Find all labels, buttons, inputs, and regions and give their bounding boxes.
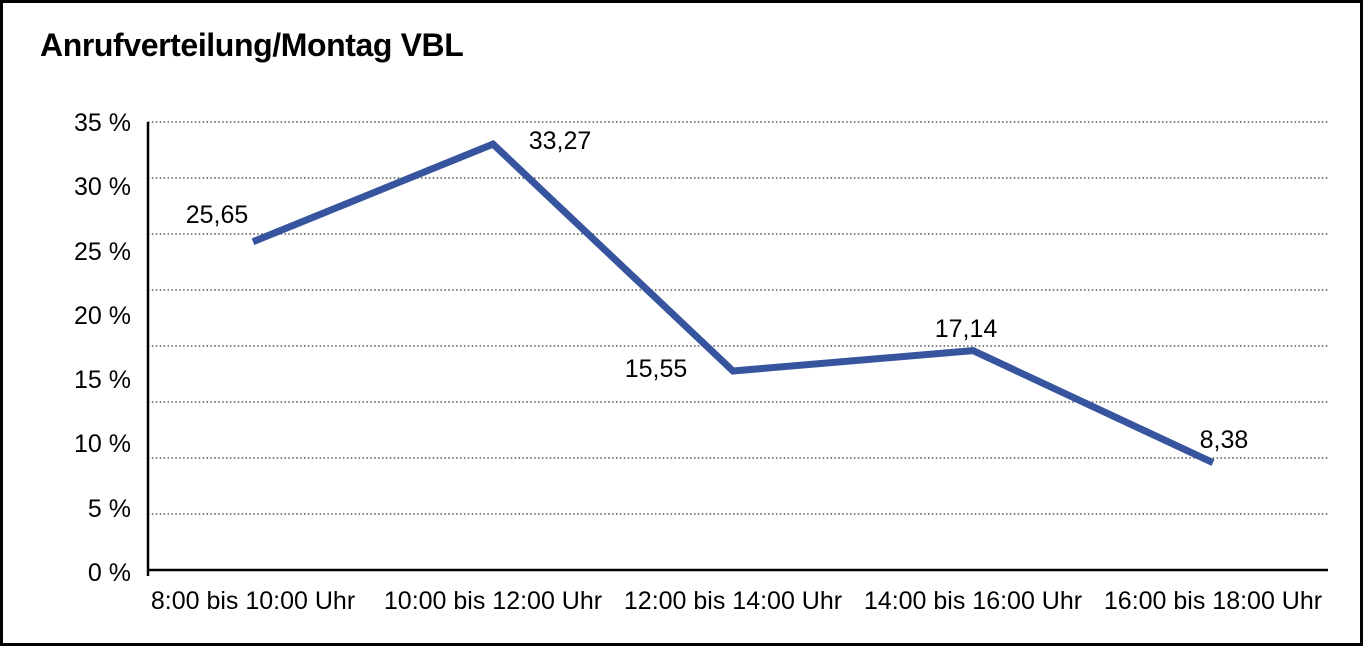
data-point-value-label: 17,14 [934,315,998,343]
data-point-value-label: 25,65 [185,201,249,229]
line-chart-plot [146,121,1328,576]
y-axis-tick-label: 10 % [74,430,131,458]
x-axis-category-label: 14:00 bis 16:00 Uhr [863,587,1083,615]
y-axis-tick-label: 0 % [87,559,131,587]
x-axis-category-label: 8:00 bis 10:00 Uhr [150,587,356,615]
y-axis-tick-label: 15 % [74,366,131,394]
x-axis-category-label: 10:00 bis 12:00 Uhr [383,587,603,615]
chart-title: Anrufverteilung/Montag VBL [40,27,464,63]
y-axis-tick-label: 30 % [74,173,131,201]
y-axis-tick-label: 20 % [74,302,131,330]
x-axis-category-label: 16:00 bis 18:00 Uhr [1103,587,1323,615]
data-point-value-label: 15,55 [624,355,688,383]
y-axis-tick-label: 35 % [74,109,131,137]
data-line [251,140,1215,466]
y-axis-tick-label: 5 % [87,495,131,523]
y-axis-tick-label: 25 % [74,238,131,266]
x-axis-category-label: 12:00 bis 14:00 Uhr [623,587,843,615]
data-point-value-label: 33,27 [528,127,592,155]
data-point-value-label: 8,38 [1199,426,1249,454]
